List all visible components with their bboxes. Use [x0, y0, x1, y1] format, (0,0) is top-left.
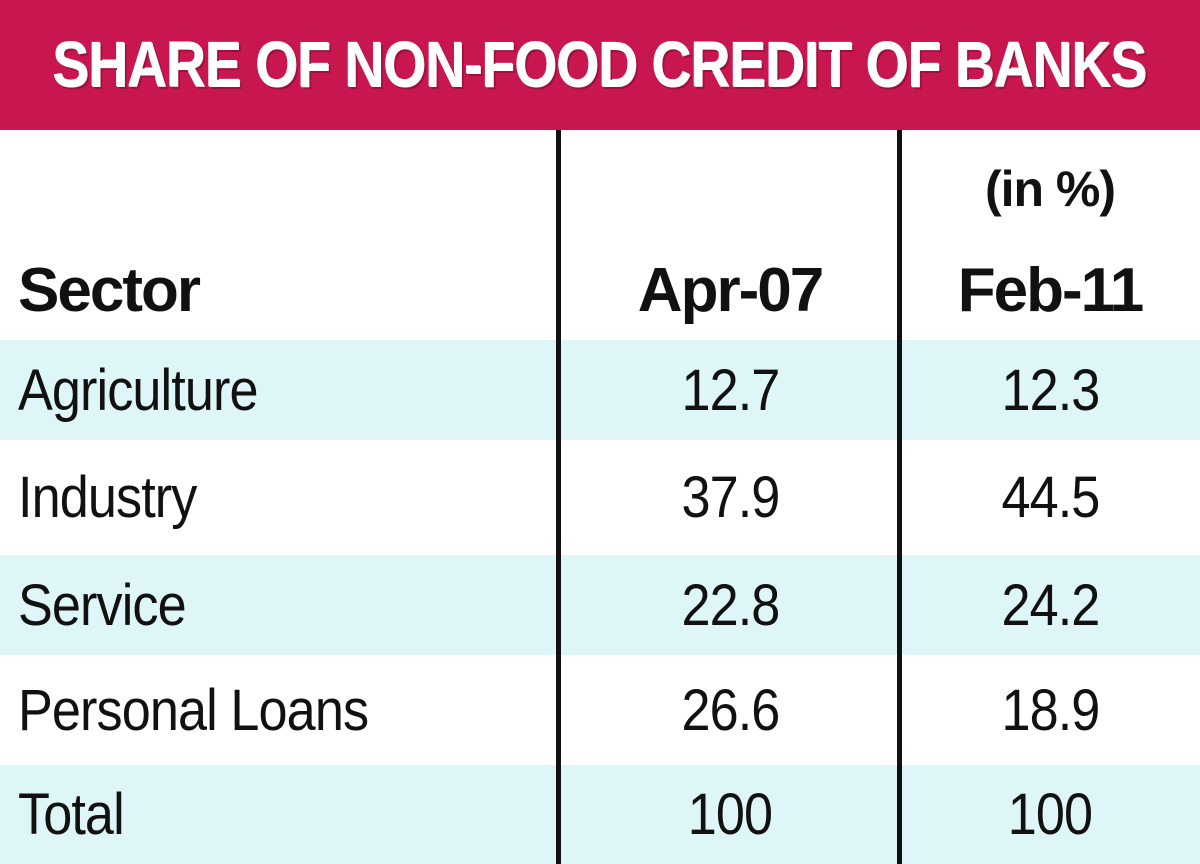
title-banner: SHARE OF NON-FOOD CREDIT OF BANKS	[0, 0, 1200, 130]
chart-title: SHARE OF NON-FOOD CREDIT OF BANKS	[53, 29, 1148, 101]
row-feb-11-value: 24.2	[1000, 572, 1100, 638]
row-feb-11-value: 12.3	[1000, 357, 1100, 423]
row-sector-label: Total	[18, 782, 125, 847]
column-divider-1	[556, 130, 561, 864]
data-table: (in %) Sector Apr-07 Feb-11 Agriculture …	[0, 130, 1200, 864]
table-row: Agriculture 12.7 12.3	[0, 340, 1200, 440]
table-row: Industry 37.9 44.5	[0, 440, 1200, 555]
row-sector-label: Service	[18, 572, 187, 638]
row-sector-label: Personal Loans	[18, 677, 369, 743]
table-header-row: Sector Apr-07 Feb-11	[0, 240, 1200, 340]
row-feb-11-value: 18.9	[1000, 677, 1100, 743]
column-divider-2	[897, 130, 902, 864]
row-feb-11-value: 100	[1007, 782, 1093, 847]
table-row: Total 100 100	[0, 765, 1200, 864]
header-sector: Sector	[18, 255, 201, 325]
table-row: Service 22.8 24.2	[0, 555, 1200, 655]
header-apr-07: Apr-07	[637, 255, 824, 325]
header-feb-11: Feb-11	[957, 255, 1144, 325]
row-sector-label: Industry	[18, 465, 197, 530]
row-apr-07-value: 37.9	[680, 465, 780, 530]
row-apr-07-value: 100	[687, 782, 773, 847]
row-feb-11-value: 44.5	[1000, 465, 1100, 530]
row-apr-07-value: 22.8	[680, 572, 780, 638]
table-row: Personal Loans 26.6 18.9	[0, 655, 1200, 765]
row-apr-07-value: 12.7	[680, 357, 780, 423]
row-sector-label: Agriculture	[18, 357, 259, 423]
row-apr-07-value: 26.6	[680, 677, 780, 743]
unit-note: (in %)	[984, 161, 1116, 217]
